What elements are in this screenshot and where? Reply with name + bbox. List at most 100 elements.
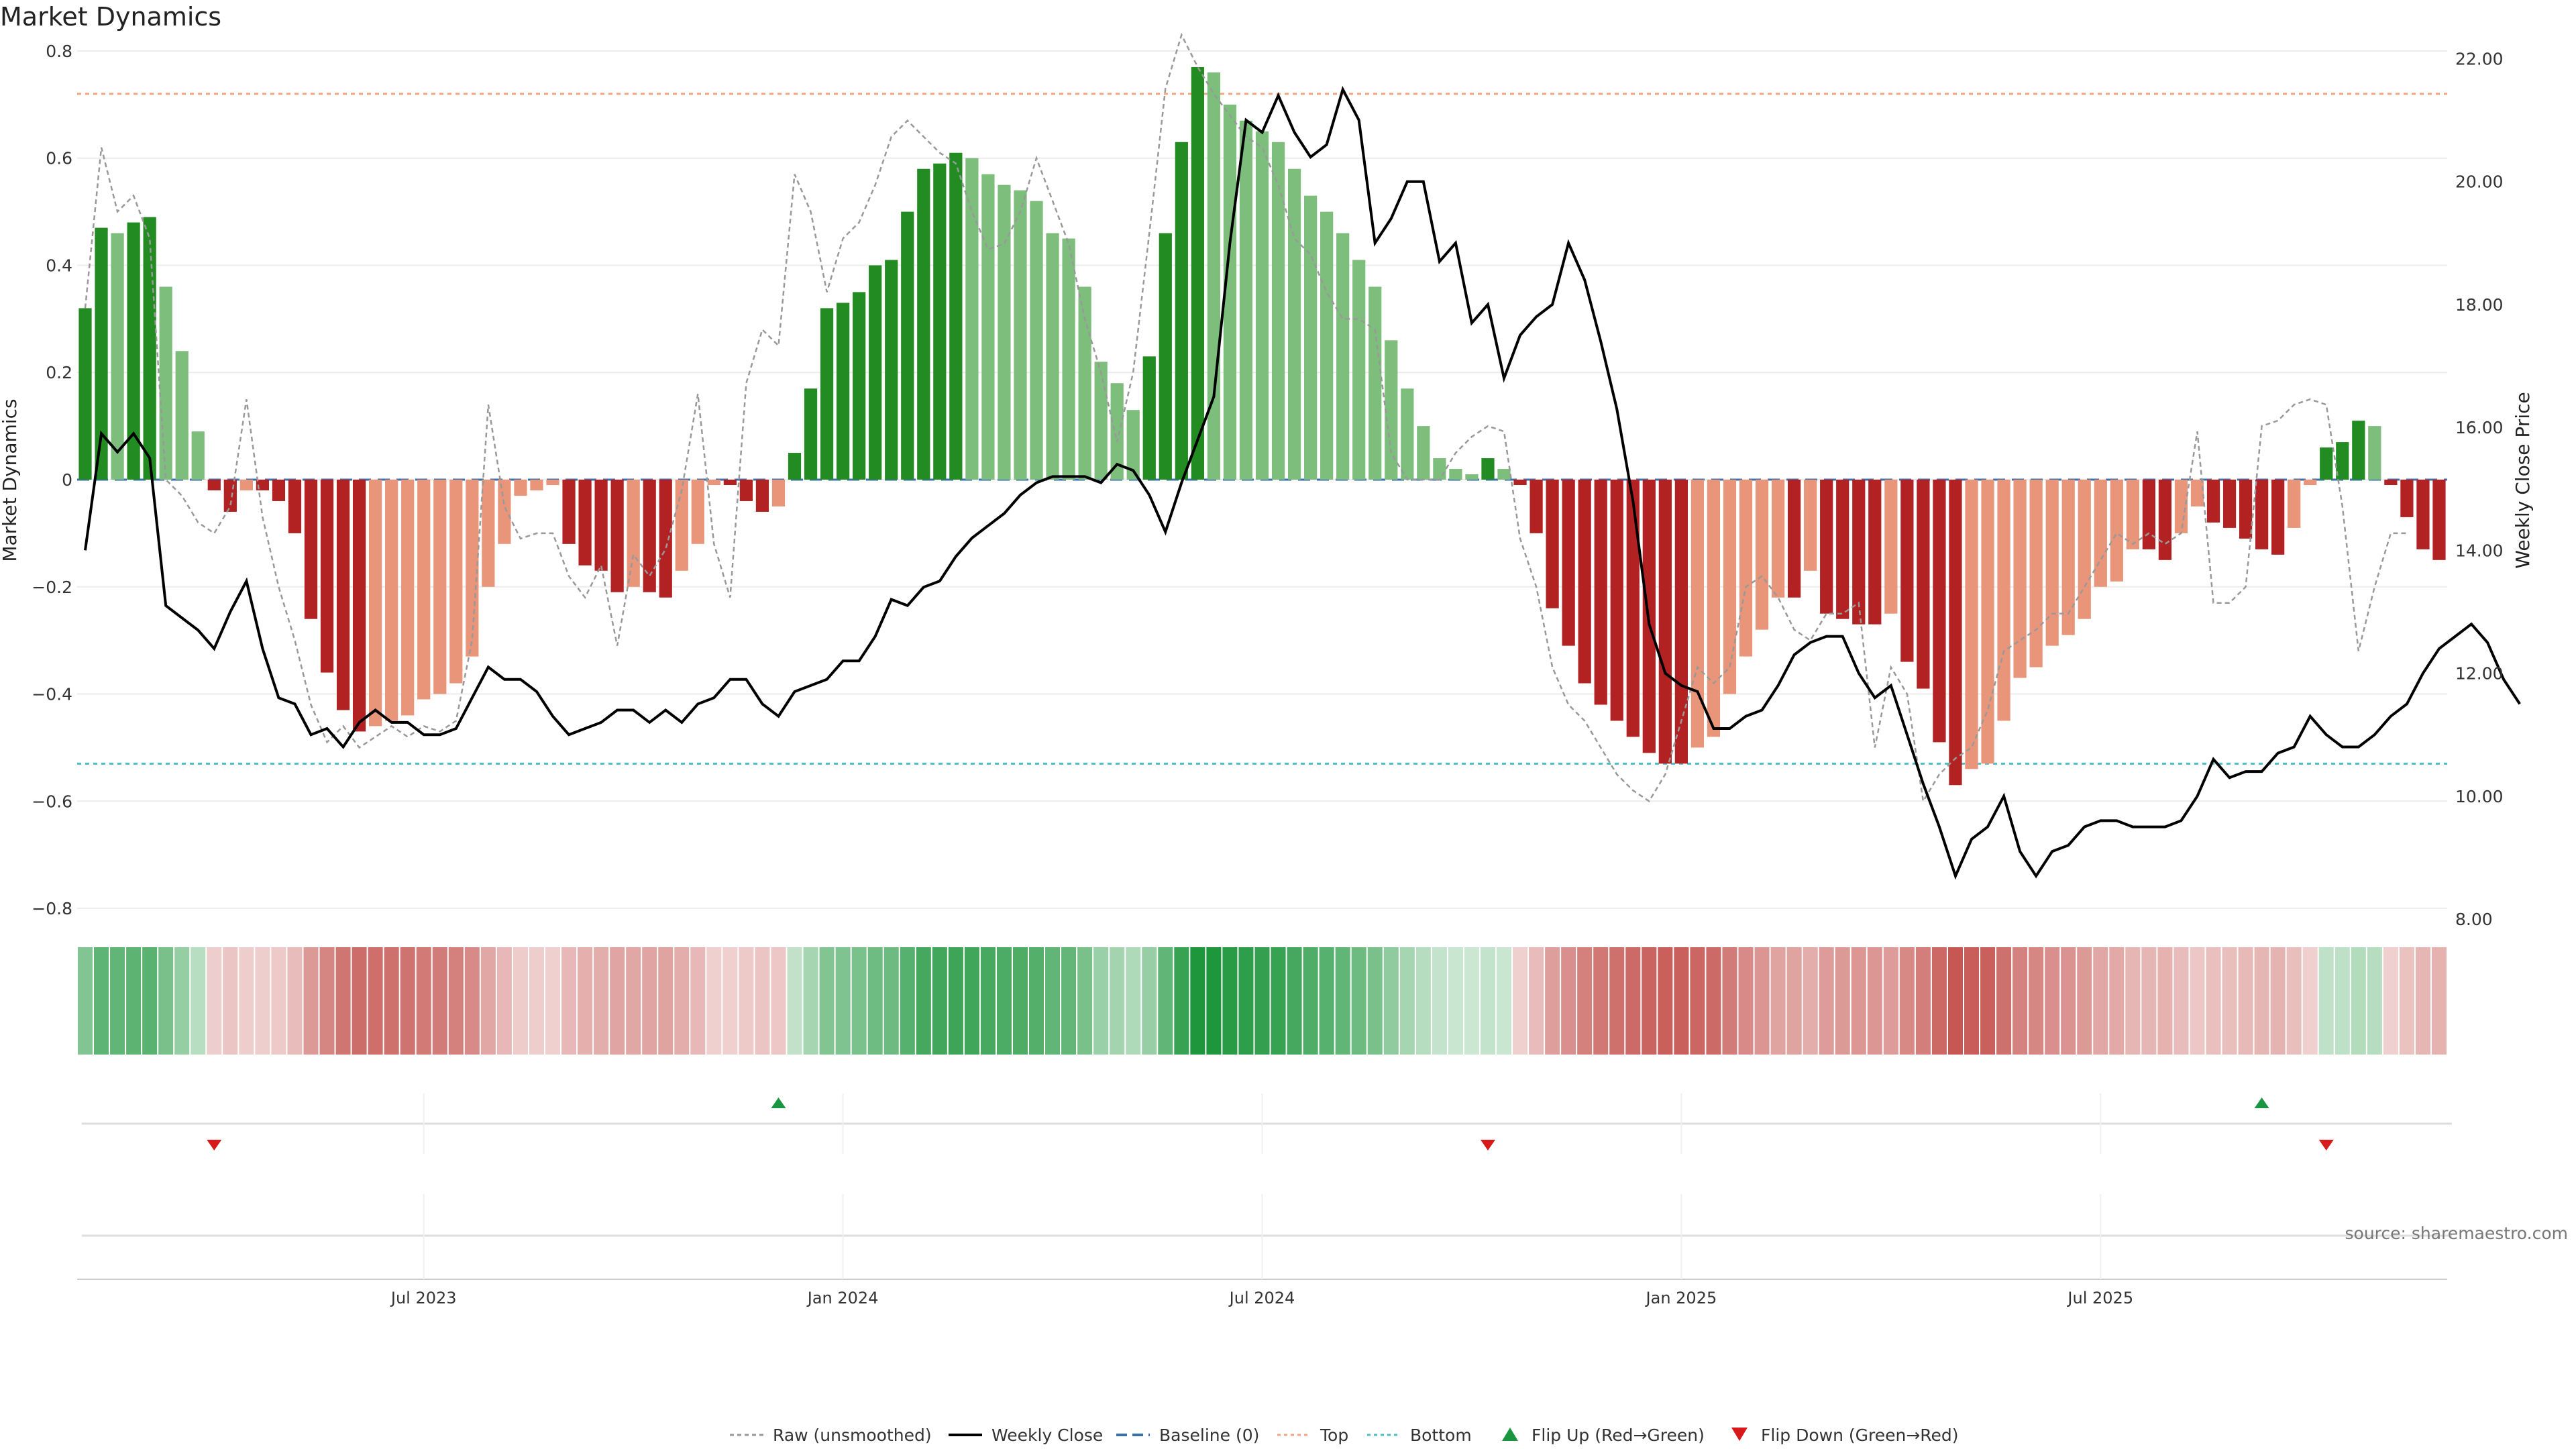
strip-cell	[1190, 947, 1205, 1055]
right-tick-label: 12.00	[2455, 664, 2504, 684]
bar	[1126, 410, 1140, 480]
strip-cell	[706, 947, 722, 1055]
bar	[1191, 66, 1204, 480]
bars	[78, 66, 2446, 786]
bar	[159, 286, 172, 480]
bar	[1949, 480, 1962, 786]
bar	[417, 480, 431, 700]
bar	[1739, 480, 1753, 657]
strip-cell	[1045, 947, 1061, 1055]
strip-cell	[2238, 947, 2253, 1055]
strip-cell	[1464, 947, 1479, 1055]
bar	[2271, 480, 2285, 555]
strip-cell	[1722, 947, 1737, 1055]
bar	[2368, 426, 2381, 480]
left-axis-label: Market Dynamics	[0, 398, 21, 561]
strip-cell	[513, 947, 528, 1055]
left-tick-label: 0	[62, 470, 72, 490]
bar	[691, 480, 704, 544]
legend-label: Bottom	[1410, 1426, 1472, 1445]
strip-cell	[626, 947, 641, 1055]
bar	[562, 480, 576, 544]
strip-cell	[900, 947, 915, 1055]
right-tick-label: 20.00	[2455, 172, 2504, 192]
strip-cell	[1899, 947, 1915, 1055]
bar	[1497, 469, 1511, 480]
strip-cell	[1287, 947, 1302, 1055]
flip-up-marker	[771, 1097, 786, 1108]
chart-title: Market Dynamics	[0, 2, 221, 32]
bar	[482, 480, 495, 587]
flip-up-marker	[2254, 1097, 2269, 1108]
bar	[1707, 480, 1721, 737]
bar	[207, 480, 221, 490]
close-line	[84, 85, 2521, 880]
strip-cell	[1947, 947, 1963, 1055]
strip-cell	[1931, 947, 1947, 1055]
bar	[788, 453, 802, 480]
bar	[272, 480, 286, 501]
bar	[1771, 480, 1785, 598]
bar	[1723, 480, 1737, 694]
bar	[1287, 168, 1301, 480]
strip-cell	[1206, 947, 1222, 1055]
raw-series	[84, 32, 2407, 804]
strip-cell	[1609, 947, 1625, 1055]
bar	[1207, 72, 1221, 480]
strip-cell	[239, 947, 254, 1055]
bar	[1868, 480, 1882, 625]
bar	[1239, 120, 1253, 480]
strip-cell	[529, 947, 544, 1055]
bar	[1836, 480, 1849, 619]
strip-cell	[158, 947, 174, 1055]
bar	[1481, 458, 1495, 480]
strip-cell	[2222, 947, 2237, 1055]
bar	[1255, 131, 1269, 480]
x-tick-label: Jul 2023	[390, 1289, 457, 1307]
bar	[1030, 201, 1043, 480]
bar	[1175, 142, 1188, 480]
strip-cell	[2012, 947, 2028, 1055]
flip-down-marker	[1480, 1140, 1495, 1150]
strip-cell	[2157, 947, 2173, 1055]
x-tick-label: Jan 2024	[806, 1289, 879, 1307]
strip-cell	[110, 947, 125, 1055]
strip-cell	[2141, 947, 2157, 1055]
bar	[1110, 383, 1124, 480]
x-tick-label: Jul 2025	[2066, 1289, 2133, 1307]
bar	[707, 480, 720, 485]
strip-cell	[191, 947, 206, 1055]
bar	[869, 265, 882, 480]
right-tick-label: 18.00	[2455, 295, 2504, 315]
legend-swatch-flip-down	[1731, 1428, 1748, 1441]
strip-cell	[496, 947, 512, 1055]
bar	[1320, 211, 1334, 480]
strip-cell	[690, 947, 706, 1055]
strip-cell	[1271, 947, 1286, 1055]
flip-down-marker	[2318, 1140, 2334, 1150]
strip-cell	[142, 947, 158, 1055]
strip-cell	[1399, 947, 1415, 1055]
bar	[466, 480, 479, 657]
bar	[2304, 480, 2317, 485]
strip-cell	[1432, 947, 1447, 1055]
strip-cell	[2286, 947, 2302, 1055]
strip-cell	[1867, 947, 1882, 1055]
bar	[1417, 426, 1430, 480]
bar	[2142, 480, 2155, 549]
bar	[2013, 480, 2027, 678]
strip-cell	[1754, 947, 1770, 1055]
strip-cell	[432, 947, 447, 1055]
left-tick-label: 0.8	[46, 42, 72, 61]
source-note: source: sharemaestro.com	[2345, 1224, 2569, 1243]
strip-cell	[819, 947, 835, 1055]
strip-cell	[851, 947, 867, 1055]
strip-cell	[578, 947, 593, 1055]
strip-cell	[2383, 947, 2398, 1055]
bar	[2239, 480, 2253, 539]
strip-cell	[1980, 947, 1996, 1055]
bar	[1401, 388, 1414, 480]
right-tick-label: 22.00	[2455, 49, 2504, 68]
bar	[965, 158, 979, 480]
right-axis-label: Weekly Close Price	[2512, 392, 2534, 568]
